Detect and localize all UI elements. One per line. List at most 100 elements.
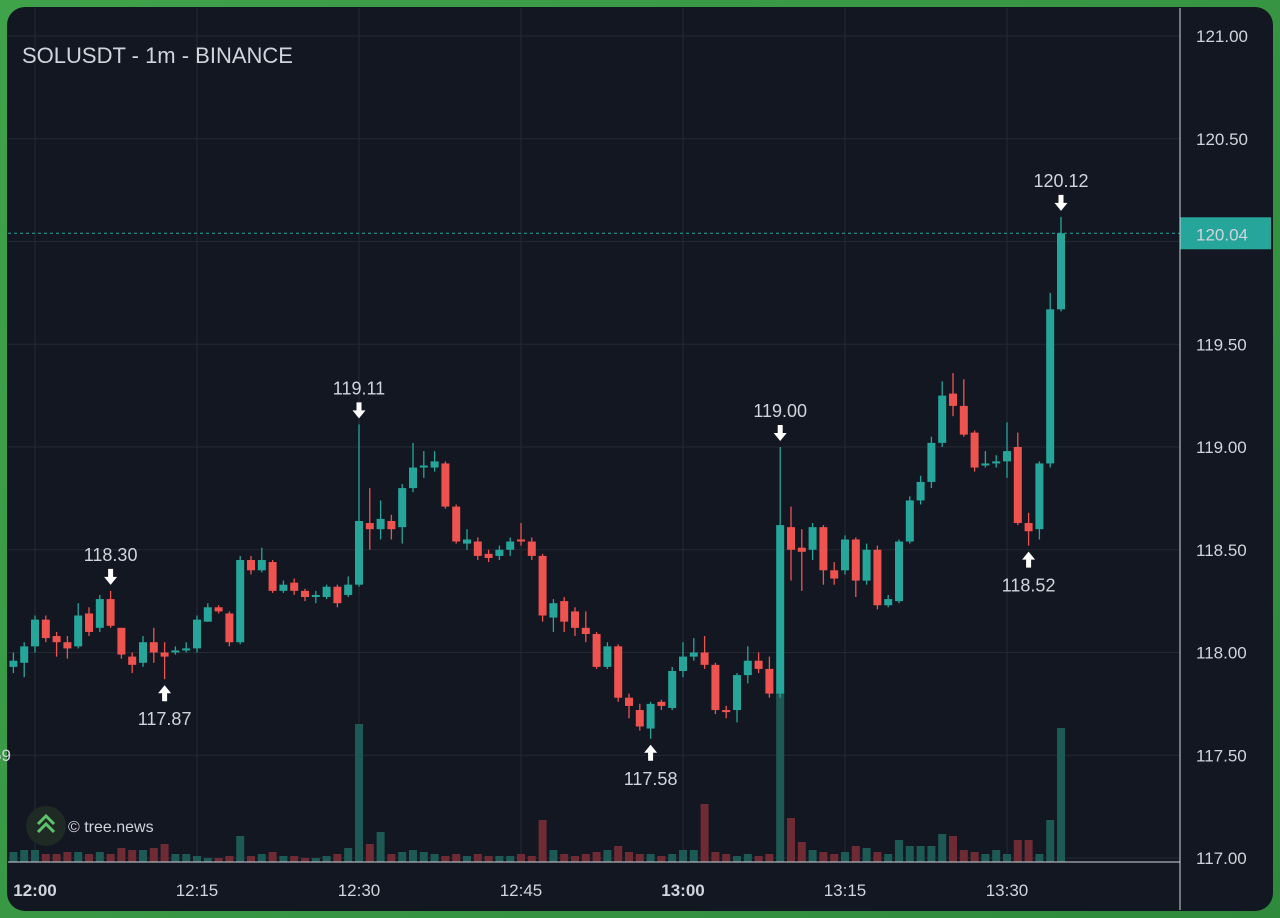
volume [9,692,1065,862]
volume-bar [679,850,687,862]
volume-bar [851,846,860,862]
candle-body [916,481,925,501]
volume-bar [20,850,29,862]
volume-bar [819,852,828,862]
volume-bar [484,856,493,862]
last-price-label: 120.04 [1196,225,1248,244]
candle-body [85,613,93,632]
candle-body [1024,523,1033,532]
x-tick-label: 13:00 [661,881,704,900]
candle-body [592,634,601,667]
volume-bar [430,854,439,862]
candle-body [387,520,396,530]
candle-body [452,506,461,542]
volume-bar [225,856,234,862]
candle-body [689,652,698,657]
candle-body [333,586,342,604]
candle-body [927,442,936,482]
candle-body [355,520,363,585]
candle-body [938,395,947,443]
volume-bar [398,852,407,862]
x-tick-label: 13:15 [824,881,867,900]
candle-body [495,549,504,556]
volume-bar [506,856,515,862]
volume-bar [765,854,774,862]
volume-bar [139,850,147,862]
volume-bar [279,856,288,862]
candle-body [884,599,893,606]
candle-body [765,668,774,694]
volume-bar [549,850,558,862]
candle-body [236,560,245,643]
y-tick-label: 119.50 [1196,335,1247,354]
volume-bar [214,858,223,862]
candle-body [862,549,871,581]
candle-body [279,584,288,591]
x-tick-label: 12:15 [176,881,219,900]
candle-body [419,465,428,468]
volume-bar [657,856,666,862]
candle-body [9,660,18,667]
candle-body [1013,447,1022,524]
y-tick-label: 119.00 [1196,438,1247,457]
volume-bar [301,858,309,862]
candle-body [409,467,417,489]
candle-body [754,660,763,669]
candle-body [139,642,147,663]
candle-body [149,642,158,653]
volume-bar [581,854,590,862]
annotation-label: 119.00 [753,401,807,421]
candle-body [257,560,266,571]
candle-body [1046,309,1055,464]
candle-body [981,463,990,466]
y-tick-label: 118.00 [1196,644,1247,663]
candle-body [722,710,731,713]
candle-body [819,527,828,571]
volume-bar [668,854,677,862]
overlay: 120.04 118.30 117.87 119.11 117.58 119.00 118.… [8,171,1271,789]
volume-bar [635,854,644,862]
volume-bar [52,854,61,862]
volume-bar [841,852,849,862]
volume-bar [754,856,763,862]
candle-body [970,432,979,468]
volume-bar [74,852,83,862]
volume-bar [365,844,374,862]
annotation-label: 120.12 [1033,171,1088,191]
annotation-arrow [644,744,658,761]
volume-bar [333,854,342,862]
volume-bar [387,854,396,862]
volume-bar [257,854,266,862]
candle-body [873,549,882,606]
volume-bar [473,854,482,862]
candle-body [365,523,374,530]
candle-body [657,701,666,706]
volume-bar [970,852,979,862]
volume-bar [311,858,320,862]
volume-bar [959,850,968,862]
candle-body [1003,451,1011,462]
candle-body [625,697,633,706]
annotation-label: 117.87 [138,709,192,729]
candle-body [711,664,720,711]
y-tick-label: 120.50 [1196,130,1248,149]
volume-bar [895,840,903,862]
annotation-label: 118.30 [84,545,138,565]
volume-bar [776,692,785,862]
y-tick-label: 117.00 [1196,849,1247,868]
volume-bar [1035,854,1044,862]
volume-bar [85,854,93,862]
candle-body [517,539,525,542]
candle-body [538,555,547,616]
volume-bar [41,854,50,862]
volume-bar [614,846,623,862]
candle-body [743,660,752,676]
volume-bar [981,854,990,862]
volume-bar [419,852,428,862]
x-tick-label: 12:00 [13,881,56,900]
candle-body [52,636,61,643]
candle-body [484,553,493,558]
candle-body [603,646,612,667]
candle-body [225,613,234,643]
candle-body [949,393,957,406]
